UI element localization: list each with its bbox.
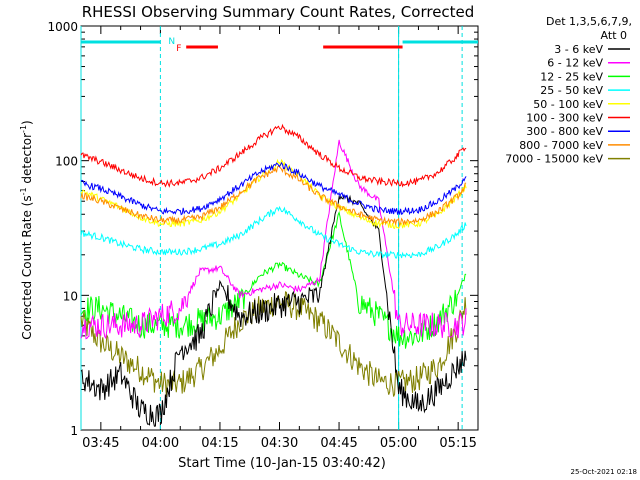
x-tick-label: 04:15 <box>201 436 238 451</box>
y-axis-label-sup1: -1 <box>19 187 28 195</box>
legend-label: 100 - 300 keV <box>526 112 603 125</box>
legend-label: 3 - 6 keV <box>554 43 603 56</box>
x-tick-label: 05:00 <box>380 436 417 451</box>
legend-label: 7000 - 15000 keV <box>505 153 603 166</box>
series-line <box>80 123 467 188</box>
footer-timestamp: 25-Oct-2021 02:18 <box>571 468 637 476</box>
flare-flag-label: F <box>176 44 181 54</box>
night-flag-label: N <box>168 37 175 47</box>
series-line <box>80 139 467 340</box>
y-axis: 1 10 100 1000 <box>47 20 478 438</box>
x-tick-label: 04:30 <box>261 436 298 451</box>
x-axis: 03:45 04:00 04:15 04:30 04:45 05:00 05:15 <box>80 26 479 451</box>
series-line <box>80 165 467 227</box>
x-tick-label: 04:45 <box>320 436 357 451</box>
plot-frame <box>80 25 479 431</box>
legend-label: 12 - 25 keV <box>540 70 603 83</box>
series-line <box>80 161 467 216</box>
series-line <box>80 205 467 259</box>
y-axis-label-main: Corrected Count Rate (s <box>20 195 34 339</box>
y-tick-label: 100 <box>55 155 78 169</box>
legend-label: 50 - 100 keV <box>533 98 603 111</box>
legend-label: 6 - 12 keV <box>547 57 603 70</box>
x-tick-label: 04:00 <box>142 436 179 451</box>
y-axis-label-sup2: -1 <box>19 125 28 133</box>
y-tick-label: 1000 <box>47 20 78 34</box>
y-axis-label: Corrected Count Rate (s-1 detector-1) <box>19 120 34 339</box>
series-line <box>80 194 467 427</box>
legend-label: 25 - 50 keV <box>540 84 603 97</box>
y-tick-label: 10 <box>63 289 78 303</box>
flag-bars: NF <box>80 26 478 430</box>
legend-label: 800 - 7000 keV <box>519 139 603 152</box>
series-group <box>80 123 467 427</box>
y-axis-label-mid: detector <box>20 133 34 188</box>
chart-title: RHESSI Observing Summary Count Rates, Co… <box>82 3 475 21</box>
y-axis-label-end: ) <box>20 120 34 125</box>
x-tick-label: 03:45 <box>82 436 119 451</box>
legend-header-line1: Det 1,3,5,6,7,9, <box>546 15 632 28</box>
y-tick-label: 1 <box>70 424 78 438</box>
legend-label: 300 - 800 keV <box>526 125 603 138</box>
legend-header-line2: Att 0 <box>601 29 627 42</box>
x-axis-label: Start Time (10-Jan-15 03:40:42) <box>178 456 386 471</box>
x-tick-label: 05:15 <box>439 436 476 451</box>
